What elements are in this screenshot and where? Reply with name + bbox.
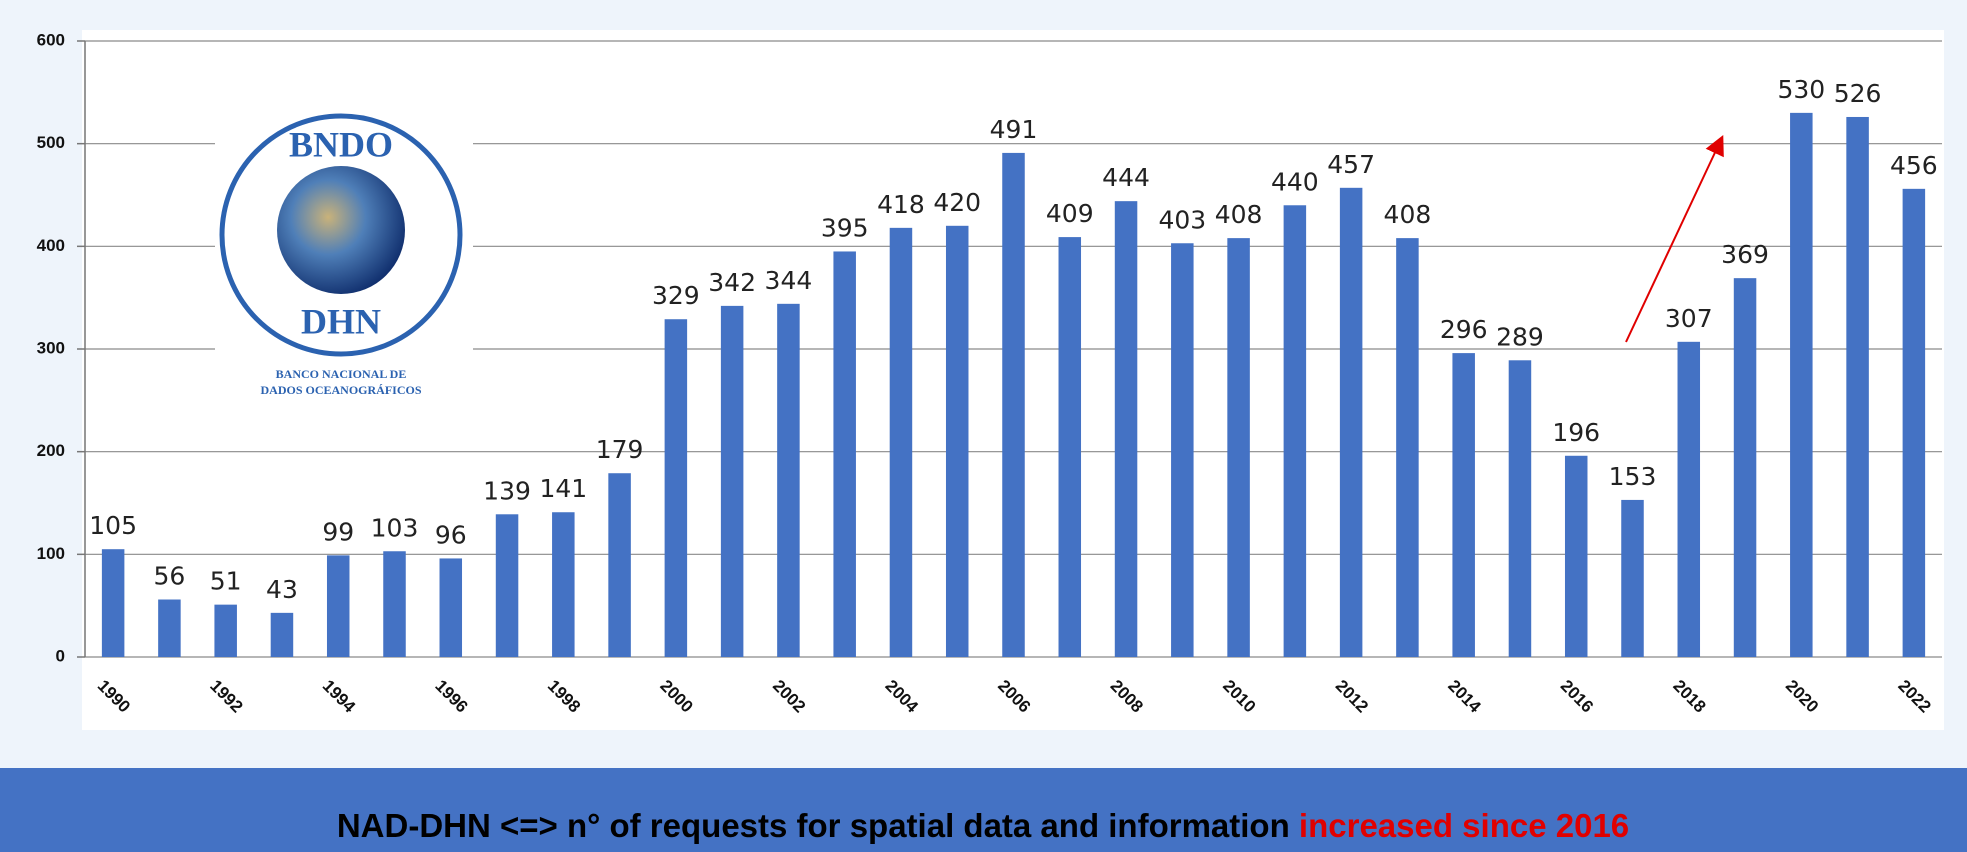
- value-label: 96: [435, 520, 467, 549]
- value-label: 51: [210, 567, 242, 596]
- bar: [1058, 237, 1082, 658]
- y-tick-label: 200: [37, 441, 65, 460]
- bar: [1902, 188, 1926, 657]
- value-label: 369: [1721, 240, 1769, 269]
- value-label: 307: [1665, 304, 1713, 333]
- value-label: 344: [765, 266, 813, 295]
- bar: [383, 551, 406, 657]
- footer-main: NAD-DHN <=> n° of requests for spatial d…: [337, 807, 1299, 844]
- value-label: 139: [483, 476, 531, 505]
- bar: [1171, 243, 1194, 657]
- bar: [1677, 341, 1701, 657]
- value-label: 457: [1327, 150, 1375, 179]
- value-label: 420: [933, 188, 981, 217]
- value-label: 289: [1496, 322, 1544, 351]
- bar: [1283, 205, 1307, 657]
- logo-globe: [277, 166, 405, 294]
- value-label: 196: [1552, 418, 1600, 447]
- logo-caption: DADOS OCEANOGRÁFICOS: [260, 383, 421, 397]
- bar: [1846, 116, 1869, 658]
- y-tick-label: 100: [37, 544, 65, 563]
- bar: [1452, 353, 1475, 657]
- value-label: 56: [154, 562, 186, 591]
- y-tick-label: 400: [37, 236, 65, 255]
- bar: [101, 549, 125, 657]
- bar: [1002, 152, 1025, 657]
- value-label: 530: [1777, 75, 1825, 104]
- bar: [608, 473, 631, 657]
- value-label: 141: [539, 474, 587, 503]
- bar: [439, 558, 463, 657]
- value-label: 491: [990, 115, 1038, 144]
- bar: [1339, 187, 1363, 657]
- value-label: 342: [708, 268, 756, 297]
- bar: [1790, 112, 1813, 657]
- logo-subtitle: DHN: [301, 301, 381, 341]
- footer-band: [0, 768, 1967, 852]
- bar: [326, 555, 350, 657]
- bar: [833, 251, 856, 657]
- value-label: 329: [652, 281, 700, 310]
- logo-caption: BANCO NACIONAL DE: [276, 367, 407, 381]
- value-label: 103: [371, 513, 419, 542]
- bar: [1396, 238, 1419, 657]
- bar: [945, 225, 969, 658]
- value-label: 403: [1158, 205, 1206, 234]
- value-label: 526: [1834, 79, 1882, 108]
- logo-title: BNDO: [289, 124, 393, 164]
- bar: [1508, 360, 1532, 657]
- y-tick-label: 500: [37, 133, 65, 152]
- bar: [270, 612, 294, 657]
- bar: [214, 604, 237, 657]
- value-label: 395: [821, 213, 869, 242]
- value-label: 296: [1440, 315, 1488, 344]
- bar: [664, 319, 688, 657]
- bar: [777, 303, 800, 657]
- value-label: 43: [266, 575, 298, 604]
- y-tick-label: 300: [37, 338, 65, 357]
- bar: [1227, 238, 1250, 657]
- y-tick-label: 600: [37, 30, 65, 49]
- value-label: 409: [1046, 199, 1094, 228]
- footer-text: NAD-DHN <=> n° of requests for spatial d…: [337, 807, 1629, 844]
- footer-highlight: increased since 2016: [1299, 807, 1629, 844]
- value-label: 418: [877, 190, 925, 219]
- value-label: 408: [1215, 200, 1263, 229]
- bar: [1114, 201, 1138, 657]
- bar: [552, 512, 575, 657]
- value-label: 105: [89, 511, 137, 540]
- logo: BNDO DHN BANCO NACIONAL DE DADOS OCEANOG…: [215, 105, 473, 415]
- value-label: 444: [1102, 163, 1150, 192]
- value-label: 408: [1384, 200, 1432, 229]
- value-label: 99: [322, 517, 354, 546]
- bar: [495, 514, 519, 657]
- bar: [1733, 278, 1757, 657]
- bar: [1621, 499, 1644, 657]
- y-tick-label: 0: [56, 646, 65, 665]
- value-label: 440: [1271, 167, 1319, 196]
- bar: [720, 305, 744, 657]
- value-label: 179: [596, 435, 644, 464]
- bar: [158, 599, 181, 657]
- trend-arrow: [1625, 134, 1724, 343]
- bar: [889, 227, 913, 657]
- value-label: 456: [1890, 151, 1938, 180]
- value-label: 153: [1609, 462, 1657, 491]
- bar: [1564, 455, 1588, 657]
